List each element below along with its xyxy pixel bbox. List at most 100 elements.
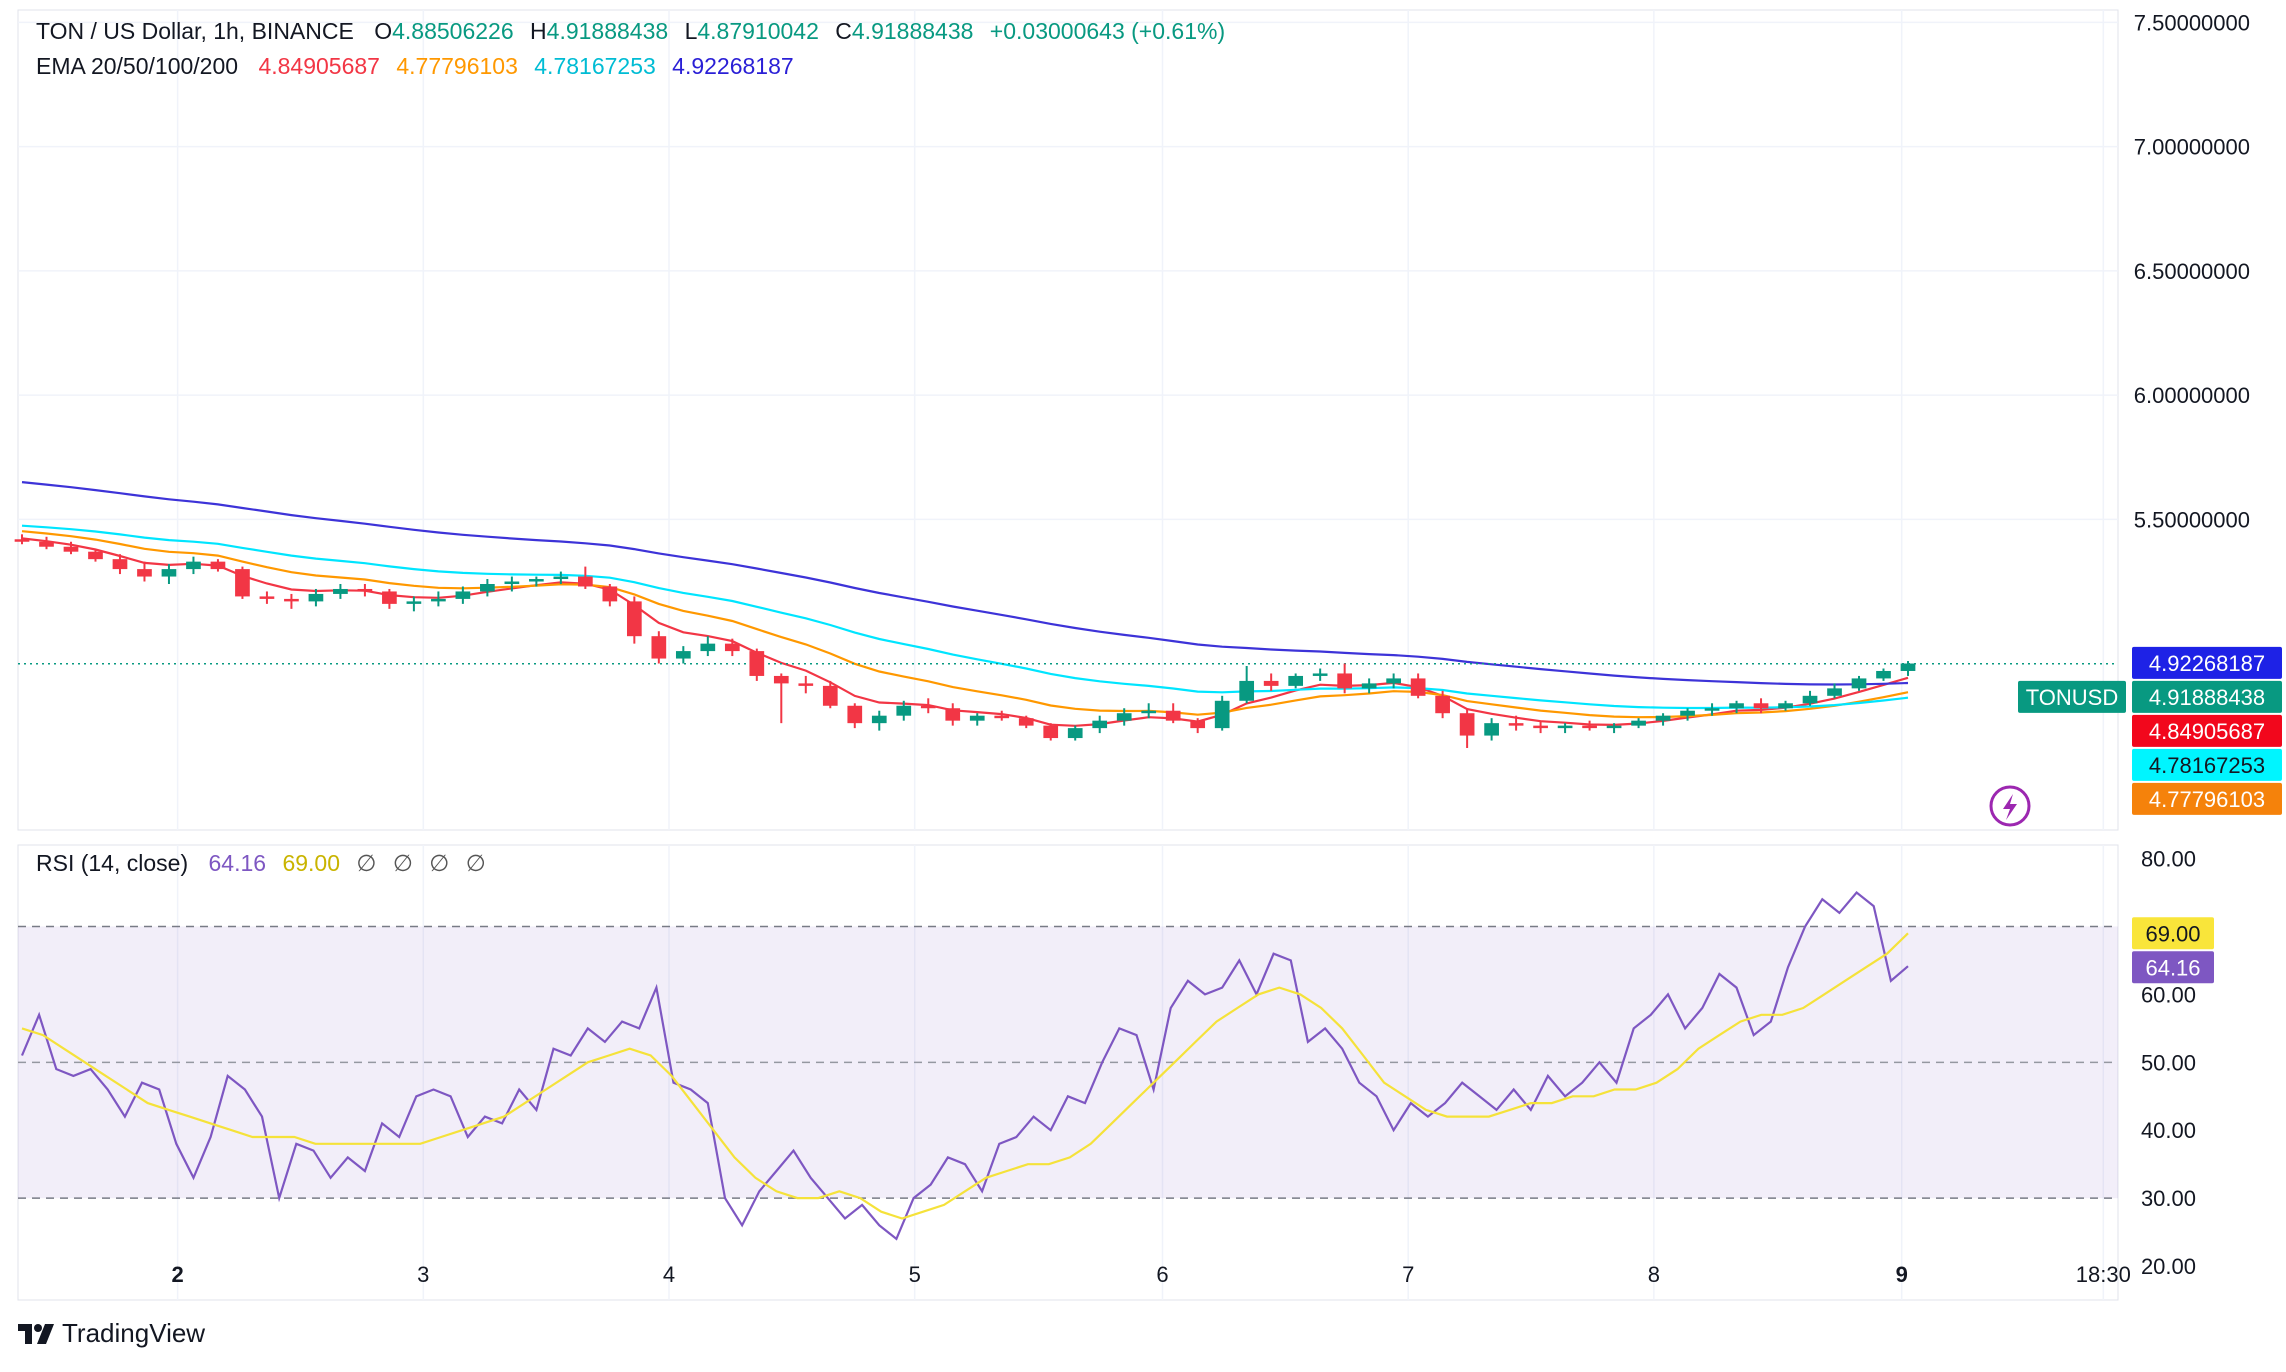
price-pane-border xyxy=(17,9,2119,831)
low-label: L xyxy=(684,18,698,44)
price-tick-label: 5.50000000 xyxy=(2134,507,2250,532)
candle-body xyxy=(1484,723,1499,736)
ema-legend: EMA 20/50/100/200 4.84905687 4.77796103 … xyxy=(36,53,804,80)
candle-body xyxy=(333,588,348,594)
candle-body xyxy=(431,598,446,602)
candle-body xyxy=(1778,703,1793,709)
candle-body xyxy=(210,561,226,570)
close-label: C xyxy=(835,18,852,44)
candle-body xyxy=(1116,713,1132,721)
price-badge-bg xyxy=(2132,680,2282,713)
candle-body xyxy=(1704,708,1720,711)
high-value: 4.91888438 xyxy=(546,18,669,44)
candle-body xyxy=(186,561,201,570)
symbol-tag: TONUSD xyxy=(2026,685,2119,710)
candle-body xyxy=(602,586,618,602)
rsi-empty-2: ∅ xyxy=(392,850,413,876)
candle-body xyxy=(1312,673,1328,676)
candle-body xyxy=(529,579,544,582)
candle-body xyxy=(847,705,863,724)
candle-body xyxy=(1435,695,1450,714)
rsi-tick-label: 40.00 xyxy=(2141,1118,2196,1143)
candle-body xyxy=(480,584,495,592)
candle-body xyxy=(1533,725,1548,729)
price-badge: 4.78167253 xyxy=(2132,748,2282,781)
candle-body xyxy=(1729,703,1744,709)
candle-body xyxy=(504,581,520,584)
candle-body xyxy=(88,551,103,560)
rsi-legend: RSI (14, close) 64.16 69.00 ∅ ∅ ∅ ∅ xyxy=(36,850,496,877)
time-tick-label: 7 xyxy=(1402,1262,1414,1287)
price-badge-value: 4.92268187 xyxy=(2149,651,2265,676)
price-badge-value: 4.78167253 xyxy=(2149,753,2265,778)
candle-body xyxy=(1900,663,1916,671)
price-badge-bg xyxy=(2132,714,2282,747)
candle-body xyxy=(161,569,177,577)
rsi-line xyxy=(20,890,1909,1241)
candle-body xyxy=(1680,710,1695,716)
candle-body xyxy=(1582,725,1597,729)
low-value: 4.87910042 xyxy=(697,18,819,44)
candle-body xyxy=(945,708,961,721)
ema-lines xyxy=(18,481,2118,727)
candle-body xyxy=(871,715,887,724)
candle-body xyxy=(235,569,250,597)
time-tick-label: 6 xyxy=(1156,1262,1168,1287)
time-tick-label: 4 xyxy=(663,1262,675,1287)
candle-body xyxy=(14,539,30,542)
time-tick-label: 5 xyxy=(909,1262,921,1287)
candle-body xyxy=(382,591,397,604)
candle-body xyxy=(63,546,79,552)
price-badge-bg xyxy=(2132,646,2282,679)
rsi-tick-label: 20.00 xyxy=(2141,1254,2196,1279)
price-badge: 4.91888438 TONUSD xyxy=(2018,680,2282,713)
rsi-badge: 69.00 xyxy=(2132,917,2214,950)
rsi-badge-bg xyxy=(2132,917,2214,950)
candle-body xyxy=(553,576,569,580)
ema-label[interactable]: EMA 20/50/100/200 xyxy=(36,53,239,79)
price-tick-label: 7.50000000 xyxy=(2134,10,2250,35)
candle-body xyxy=(455,591,471,599)
candle-body xyxy=(626,601,642,637)
time-tick-label: 8 xyxy=(1648,1262,1660,1287)
candle-body xyxy=(1876,670,1891,679)
symbol-title[interactable]: TON / US Dollar, 1h, BINANCE xyxy=(36,18,354,44)
candle-body xyxy=(1851,678,1867,689)
candle-body xyxy=(1190,720,1206,729)
tradingview-logo[interactable]: TradingView xyxy=(18,1318,205,1349)
price-badge: 4.84905687 xyxy=(2132,714,2282,747)
candle-body xyxy=(822,685,838,706)
price-badge-bg xyxy=(2132,748,2282,781)
candle-body xyxy=(920,705,936,709)
candle-body xyxy=(1141,710,1157,714)
open-value: 4.88506226 xyxy=(392,18,514,44)
rsi-tick-label: 80.00 xyxy=(2141,847,2196,872)
rsi-pane-border xyxy=(17,844,2119,1301)
candle-body xyxy=(1067,728,1083,739)
candle-body xyxy=(1753,703,1769,709)
rsi-tick-label: 50.00 xyxy=(2141,1050,2196,1075)
candle-body xyxy=(1092,720,1108,729)
time-tick-label: 2 xyxy=(171,1262,183,1287)
candle-body xyxy=(1631,720,1646,726)
time-tick-label: 3 xyxy=(417,1262,429,1287)
candle-body xyxy=(1606,725,1622,729)
rsi-badge-value: 64.16 xyxy=(2145,955,2200,980)
candle-body xyxy=(1557,725,1573,729)
rsi-label[interactable]: RSI (14, close) xyxy=(36,850,189,876)
candle-body xyxy=(1361,683,1377,689)
rsi-badge: 64.16 xyxy=(2132,951,2214,984)
candle-body xyxy=(1018,718,1034,726)
candle-body xyxy=(1043,725,1059,739)
candle-body xyxy=(1827,688,1842,696)
candle-body xyxy=(896,705,912,716)
price-tick-label: 7.00000000 xyxy=(2134,135,2250,160)
lightning-icon[interactable] xyxy=(1989,785,2031,827)
price-badge-value: 4.77796103 xyxy=(2149,787,2265,812)
rsi-empty-3: ∅ xyxy=(429,850,450,876)
candle-body xyxy=(1165,710,1181,721)
ema50-line xyxy=(21,530,1909,719)
ema50-value: 4.77796103 xyxy=(396,53,518,79)
